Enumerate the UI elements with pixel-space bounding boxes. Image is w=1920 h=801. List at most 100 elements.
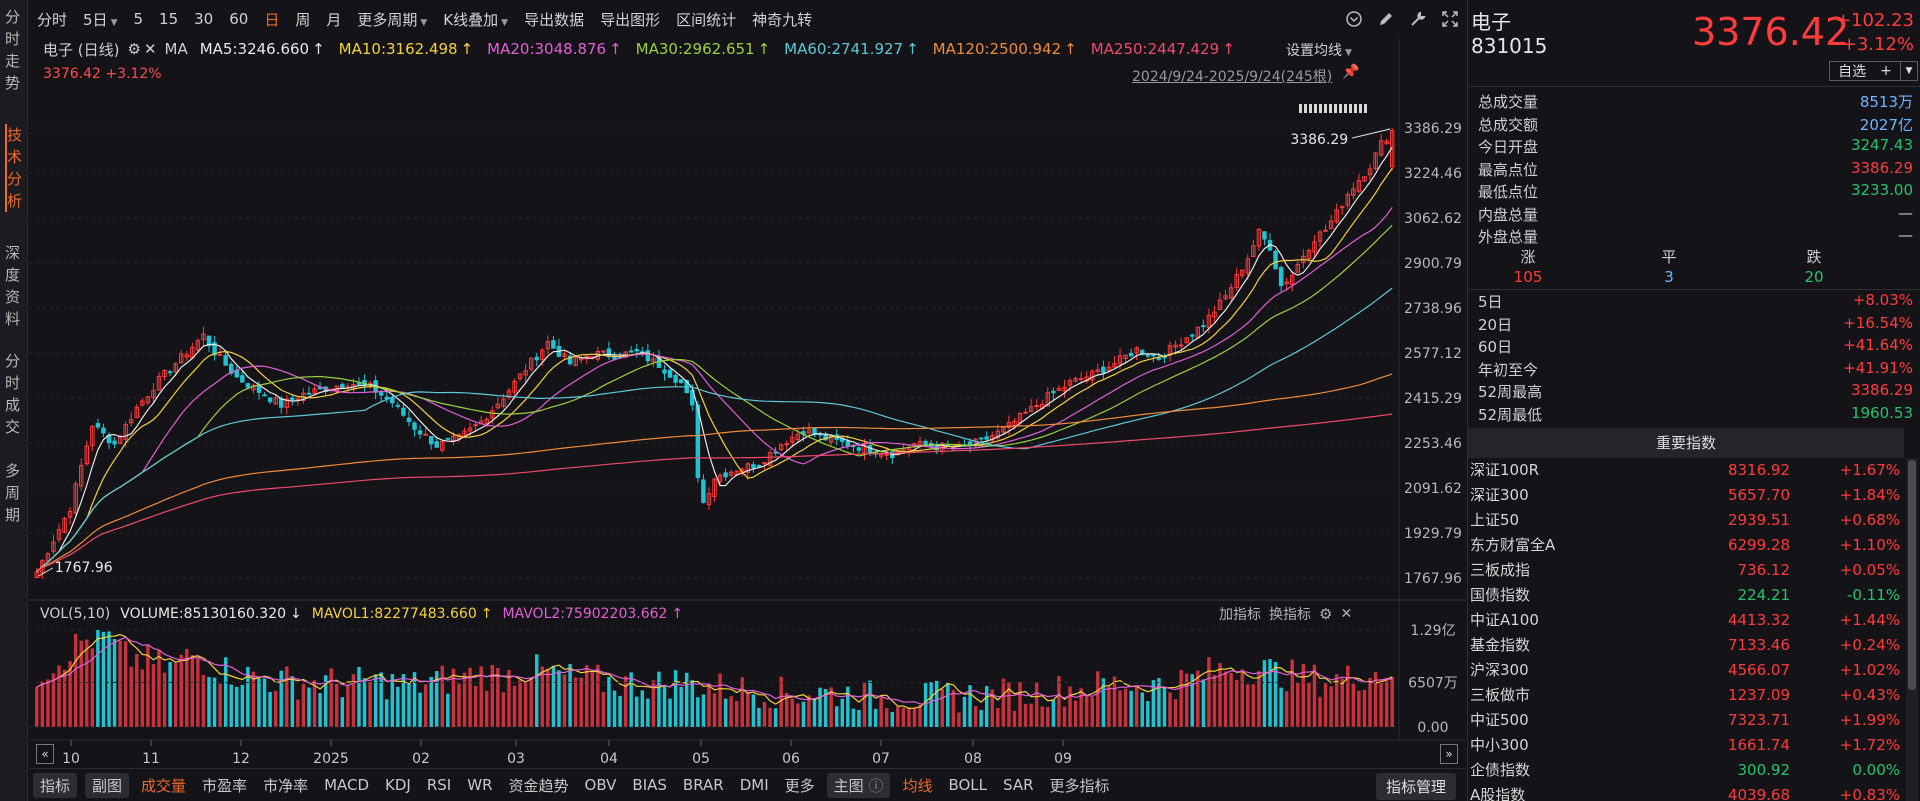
event-marker[interactable] — [1299, 104, 1302, 113]
indicator-tab-15[interactable]: 主图 ⓘ — [826, 772, 891, 798]
index-row[interactable]: 基金指数 7133.46 +0.24% — [1470, 633, 1902, 658]
period-tab-14[interactable]: 神奇九转 — [744, 9, 820, 30]
period-tab-12[interactable]: 导出图形 — [592, 9, 668, 30]
indicator-tab-12[interactable]: BRAR — [675, 776, 732, 794]
scroll-right-button[interactable]: » — [1440, 744, 1458, 764]
index-row[interactable]: 中证500 7323.71 +1.99% — [1470, 708, 1902, 733]
fullscreen-icon[interactable] — [1434, 0, 1466, 38]
wrench-icon[interactable] — [1402, 0, 1434, 38]
indicator-tab-10[interactable]: OBV — [577, 776, 625, 794]
event-markers[interactable] — [1299, 104, 1367, 113]
kline-chart[interactable]: 3386.29 3224.46 3062.62 2900.79 2738.96 2577.… — [29, 0, 1466, 768]
index-row[interactable]: 沪深300 4566.07 +1.02% — [1470, 658, 1902, 683]
nav-tab-3[interactable]: 分时成交 — [5, 352, 21, 436]
candle — [712, 477, 717, 502]
chevron-down-icon[interactable] — [1338, 0, 1370, 38]
event-marker[interactable] — [1314, 104, 1317, 113]
event-marker[interactable] — [1364, 104, 1367, 113]
index-row[interactable]: 中小300 1661.74 +1.72% — [1470, 733, 1902, 758]
event-marker[interactable] — [1339, 104, 1342, 113]
brush-icon[interactable] — [1370, 0, 1402, 38]
index-row[interactable]: A股指数 4039.68 +0.83% — [1470, 783, 1902, 801]
indicator-tab-17[interactable]: BOLL — [940, 776, 995, 794]
indicator-tab-9[interactable]: 资金趋势 — [501, 775, 577, 796]
index-row[interactable]: 深证300 5657.70 +1.84% — [1470, 483, 1902, 508]
indicator-manage-button[interactable]: 指标管理 — [1375, 773, 1456, 800]
event-marker[interactable] — [1319, 104, 1322, 113]
gear-icon[interactable]: ⚙ — [1319, 605, 1333, 623]
indicator-tab-0[interactable]: 指标 — [33, 772, 78, 798]
indicator-tab-16[interactable]: 均线 — [894, 775, 940, 796]
nav-tab-2[interactable]: 深度资料 — [5, 244, 21, 328]
nav-tab-4[interactable]: 多周期 — [5, 462, 21, 524]
gear-icon[interactable]: ⚙ — [127, 40, 141, 58]
close-icon[interactable]: ✕ — [143, 40, 157, 58]
vol-label[interactable]: VOL(5,10) — [40, 606, 111, 622]
volume-bar — [1007, 682, 1011, 727]
indicator-tab-8[interactable]: WR — [459, 776, 500, 794]
index-row[interactable]: 国债指数 224.21 -0.11% — [1470, 583, 1902, 608]
indicator-tab-3[interactable]: 市盈率 — [194, 775, 255, 796]
indicator-tab-11[interactable]: BIAS — [624, 776, 675, 794]
index-row[interactable]: 三板做市 1237.09 +0.43% — [1470, 683, 1902, 708]
scroll-left-button[interactable]: « — [36, 744, 54, 764]
indices-scrollbar[interactable] — [1906, 458, 1918, 801]
period-tab-11[interactable]: 导出数据 — [516, 9, 592, 30]
chart-name[interactable]: 电子 (日线) — [43, 40, 120, 59]
add-watchlist-button[interactable]: 自选 + — [1829, 61, 1901, 81]
event-marker[interactable] — [1324, 104, 1327, 113]
indicator-tab-4[interactable]: 市净率 — [255, 775, 316, 796]
period-tab-9[interactable]: 更多周期 ▼ — [349, 9, 435, 30]
index-row[interactable]: 上证50 2939.51 +0.68% — [1470, 508, 1902, 533]
candle — [1356, 173, 1362, 194]
perf-row: 年初至今 +41.91% — [1478, 359, 1913, 381]
event-marker[interactable] — [1354, 104, 1357, 113]
period-tab-3[interactable]: 15 — [151, 10, 186, 28]
volume-bar — [1168, 692, 1172, 727]
index-row[interactable]: 中证A100 4413.32 +1.44% — [1470, 608, 1902, 633]
pin-icon[interactable]: 📌 — [1342, 64, 1360, 80]
set-ma-button[interactable]: 设置均线 ▼ — [1286, 40, 1352, 60]
index-row[interactable]: 三板成指 736.12 +0.05% — [1470, 558, 1902, 583]
indicator-tab-19[interactable]: 更多指标 — [1042, 775, 1118, 796]
help-icon[interactable]: ⓘ — [863, 776, 884, 795]
close-icon[interactable]: ✕ — [1340, 606, 1353, 622]
period-tab-6[interactable]: 日 — [256, 9, 287, 30]
period-tab-4[interactable]: 30 — [186, 10, 221, 28]
period-tab-10[interactable]: K线叠加 ▼ — [435, 9, 516, 30]
index-row[interactable]: 东方财富全A 6299.28 +1.10% — [1470, 533, 1902, 558]
indicator-tab-7[interactable]: RSI — [419, 776, 459, 794]
event-marker[interactable] — [1344, 104, 1347, 113]
event-marker[interactable] — [1304, 104, 1307, 113]
period-tab-0[interactable]: 分时 — [29, 9, 75, 30]
event-marker[interactable] — [1359, 104, 1362, 113]
period-tab-1[interactable]: 5日 ▼ — [75, 9, 125, 30]
period-tab-13[interactable]: 区间统计 — [668, 9, 744, 30]
indicator-tab-13[interactable]: DMI — [732, 776, 777, 794]
event-marker[interactable] — [1309, 104, 1312, 113]
indicator-tab-14[interactable]: 更多 — [777, 775, 823, 796]
scrollbar-thumb[interactable] — [1908, 460, 1916, 690]
nav-tab-0[interactable]: 分时走势 — [5, 8, 21, 92]
indicator-tab-6[interactable]: KDJ — [377, 776, 419, 794]
watchlist-dropdown[interactable]: ▼ — [1901, 61, 1918, 81]
switch-indicator-button[interactable]: 换指标 — [1269, 607, 1311, 623]
stat-row: 最低点位 3233.00 — [1478, 181, 1913, 203]
period-tab-8[interactable]: 月 — [318, 9, 349, 30]
candle — [1378, 134, 1384, 157]
index-row[interactable]: 深证100R 8316.92 +1.67% — [1470, 458, 1902, 483]
period-tab-5[interactable]: 60 — [221, 10, 256, 28]
period-tab-2[interactable]: 5 — [125, 10, 151, 28]
indicator-tab-5[interactable]: MACD — [316, 776, 377, 794]
event-marker[interactable] — [1349, 104, 1352, 113]
indicator-tab-1[interactable]: 副图 — [85, 772, 130, 798]
nav-tab-1[interactable]: 技术分析 — [5, 124, 27, 212]
date-range[interactable]: 2024/9/24-2025/9/24(245根) — [1132, 69, 1333, 85]
indicator-tab-18[interactable]: SAR — [995, 776, 1041, 794]
event-marker[interactable] — [1334, 104, 1337, 113]
add-indicator-button[interactable]: 加指标 — [1219, 607, 1261, 623]
period-tab-7[interactable]: 周 — [287, 9, 318, 30]
event-marker[interactable] — [1329, 104, 1332, 113]
indicator-tab-2[interactable]: 成交量 — [133, 775, 194, 796]
index-row[interactable]: 企债指数 300.92 0.00% — [1470, 758, 1902, 783]
